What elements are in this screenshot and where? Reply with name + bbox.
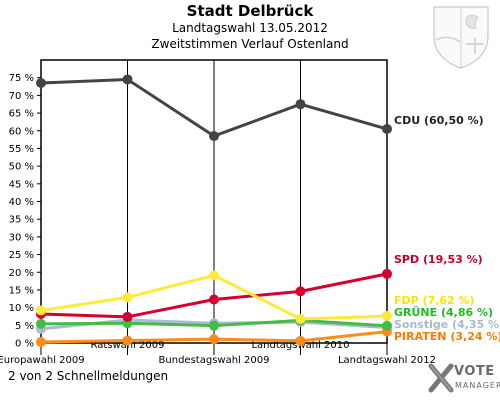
y-tick-label: 20 % (9, 268, 34, 279)
y-tick-label: 60 % (9, 126, 34, 137)
series-label-piraten: PIRATEN (3,24 %) (394, 330, 500, 343)
series-label-cdu: CDU (60,50 %) (394, 114, 484, 127)
y-tick-label: 45 % (9, 179, 34, 190)
x-tick-label: Bundestagswahl 2009 (159, 355, 270, 366)
data-point-cdu (209, 131, 219, 142)
data-point-grüne (36, 318, 46, 329)
data-point-spd (382, 268, 392, 279)
y-tick-label: 65 % (9, 109, 34, 120)
data-point-cdu (36, 77, 46, 88)
series-label-sonstige: Sonstige (4,35 %) (394, 318, 500, 331)
data-point-piraten (36, 336, 46, 347)
chart-title: Stadt Delbrück (186, 2, 314, 20)
data-point-grüne (382, 320, 392, 331)
coat-of-arms-icon (433, 6, 489, 69)
y-tick-label: 5 % (15, 321, 34, 332)
data-point-fdp (122, 292, 133, 303)
y-tick-label: 25 % (9, 250, 34, 261)
data-point-cdu (295, 99, 306, 110)
chart-subtitle-2: Zweitstimmen Verlauf Ostenland (151, 37, 349, 51)
series-label-spd: SPD (19,53 %) (394, 253, 483, 266)
y-tick-label: 35 % (9, 215, 34, 226)
data-point-fdp (382, 311, 392, 322)
y-tick-label: 50 % (9, 162, 34, 173)
y-tick-label: 15 % (9, 285, 34, 296)
y-tick-label: 10 % (9, 303, 34, 314)
y-tick-label: 0 % (15, 339, 34, 350)
data-point-piraten (209, 334, 219, 345)
data-point-cdu (382, 123, 392, 134)
y-tick-label: 55 % (9, 144, 34, 155)
x-tick-label: Landtagswahl 2012 (338, 355, 436, 366)
data-point-fdp (295, 313, 306, 324)
data-point-fdp (209, 270, 219, 281)
series-label-fdp: FDP (7,62 %) (394, 294, 475, 307)
brand-name: VOTE (454, 364, 495, 379)
y-tick-label: 30 % (9, 232, 34, 243)
x-tick-label: Europawahl 2009 (0, 355, 85, 366)
data-point-spd (295, 286, 306, 297)
data-point-spd (122, 311, 133, 322)
data-point-fdp (36, 305, 46, 316)
chart-subtitle: Landtagswahl 13.05.2012 (172, 21, 328, 35)
brand-tagline: MANAGER (455, 381, 500, 390)
y-tick-label: 75 % (9, 73, 34, 84)
data-point-cdu (122, 74, 133, 85)
data-point-piraten (122, 335, 133, 346)
data-point-grüne (209, 320, 219, 331)
y-tick-label: 70 % (9, 91, 34, 102)
y-tick-label: 40 % (9, 197, 34, 208)
vote-manager-logo-icon (428, 363, 454, 393)
data-point-piraten (295, 335, 306, 346)
footer-text: 2 von 2 Schnellmeldungen (8, 369, 169, 383)
data-point-spd (209, 294, 219, 305)
series-label-grüne: GRÜNE (4,86 %) (394, 305, 493, 319)
